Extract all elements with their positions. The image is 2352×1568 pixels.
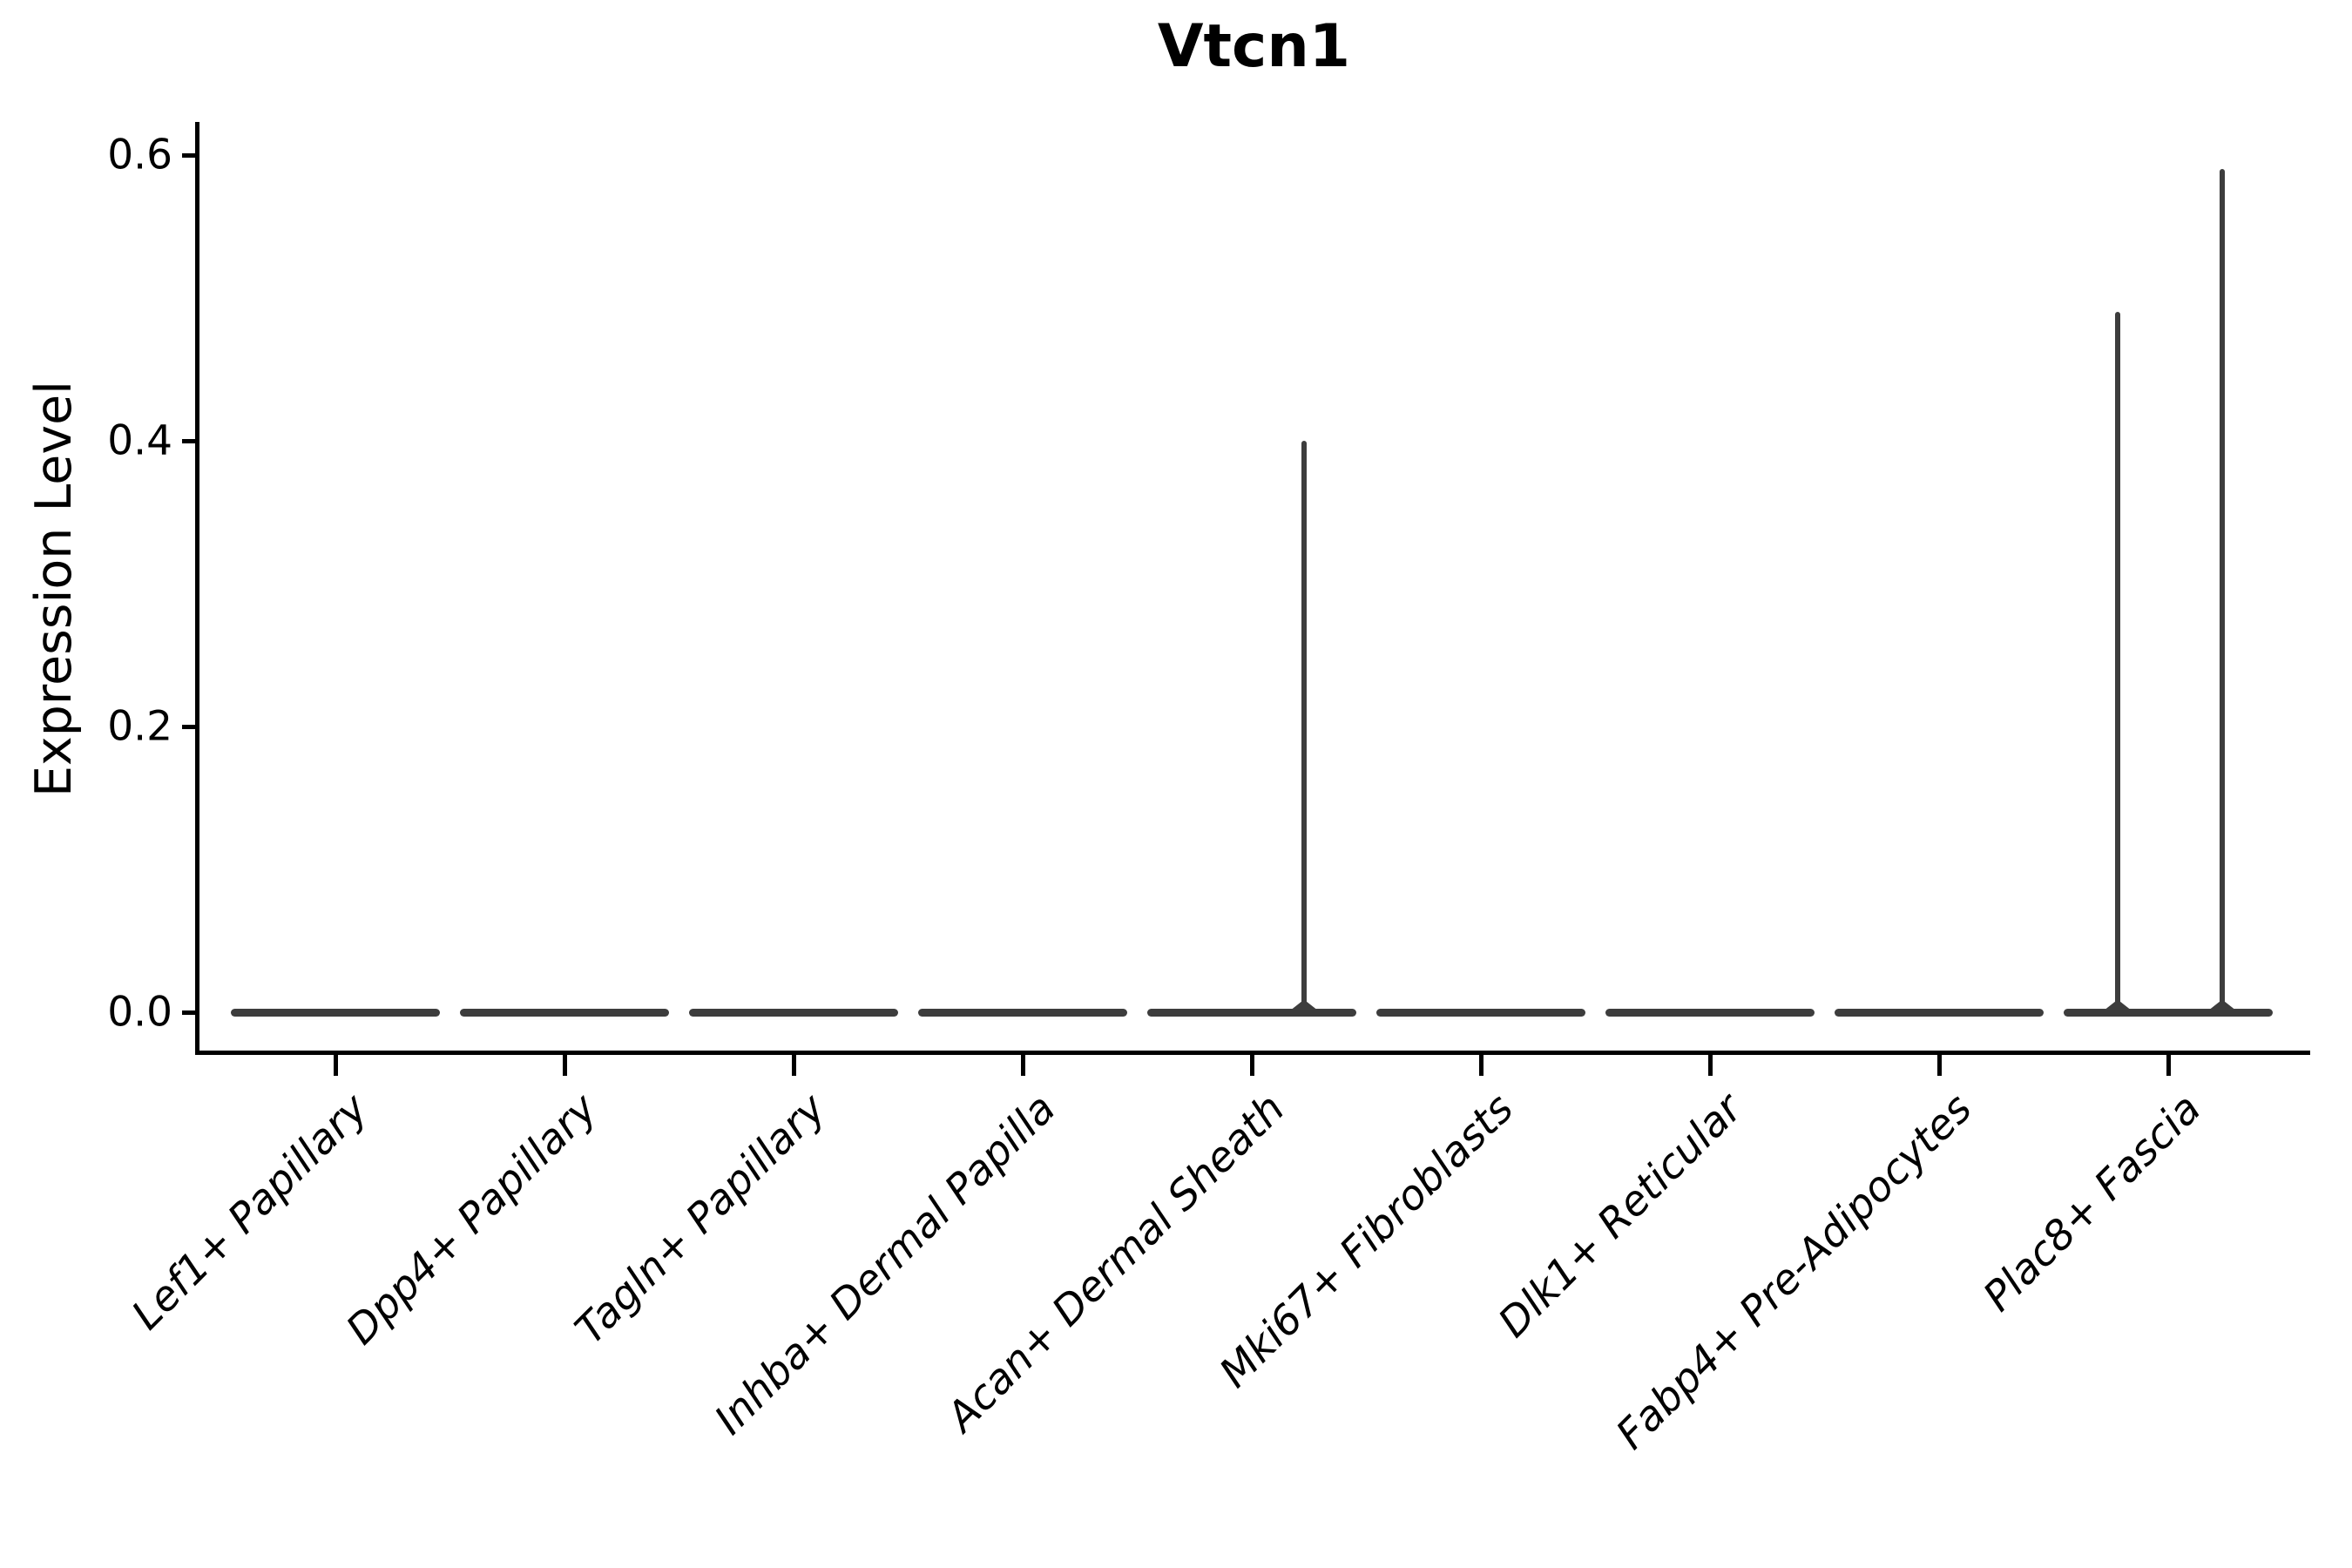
x-tick (2166, 1055, 2171, 1076)
y-tick (182, 152, 195, 158)
violin-body (918, 1008, 1127, 1017)
x-tick (1936, 1055, 1942, 1076)
violin-spike (2115, 312, 2120, 1016)
x-tick (562, 1055, 567, 1076)
chart-title: Vtcn1 (1157, 12, 1351, 81)
y-tick-label: 0.4 (107, 416, 172, 465)
x-tick (1249, 1055, 1254, 1076)
x-tick (1707, 1055, 1713, 1076)
x-tick-label: Tagln+ Papillary (566, 1085, 836, 1354)
x-axis-spine (195, 1051, 2310, 1055)
x-tick-label: Lef1+ Papillary (123, 1085, 378, 1340)
x-tick-label: Dpp4+ Papillary (336, 1085, 607, 1355)
x-tick (1020, 1055, 1025, 1076)
violin-body (1147, 1008, 1356, 1017)
y-tick-label: 0.2 (107, 702, 172, 751)
violin-body (689, 1008, 898, 1017)
violin-spike (2220, 169, 2225, 1016)
violin-body (1835, 1008, 2044, 1017)
x-tick (333, 1055, 338, 1076)
violin-body (231, 1008, 440, 1017)
y-axis-spine (195, 122, 199, 1055)
violin-body (2064, 1008, 2273, 1017)
violin-body (1605, 1008, 1815, 1017)
y-tick (182, 438, 195, 443)
x-tick-label: Plac8+ Fascia (1974, 1085, 2211, 1321)
violin-spike (1301, 441, 1307, 1016)
y-tick-label: 0.0 (107, 988, 172, 1037)
violin-body (460, 1008, 669, 1017)
y-tick (182, 1010, 195, 1015)
x-tick-label: Dlk1+ Reticular (1490, 1085, 1753, 1348)
y-tick (182, 724, 195, 729)
x-tick (1478, 1055, 1484, 1076)
x-tick (791, 1055, 796, 1076)
y-tick-label: 0.6 (107, 131, 172, 179)
violin-body (1376, 1008, 1585, 1017)
